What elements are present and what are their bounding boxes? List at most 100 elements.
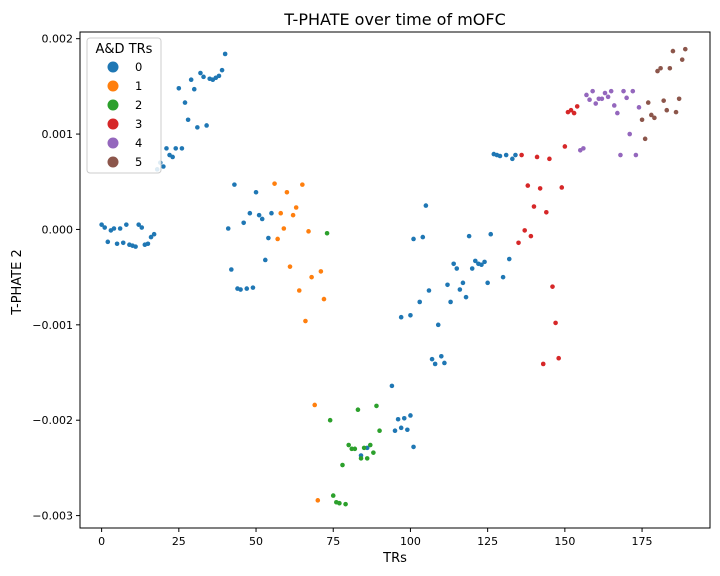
data-point [485,280,490,286]
data-point [627,131,633,137]
data-point [448,299,453,305]
legend-marker [107,99,119,111]
data-point [611,103,617,108]
data-point [649,112,654,118]
data-point [479,262,484,268]
data-point [306,229,311,234]
legend-label: 4 [135,136,142,150]
data-point [503,152,509,158]
data-point [417,299,423,305]
data-point [358,456,364,461]
x-tick-label: 100 [400,535,421,548]
data-point [673,109,679,115]
data-point [355,407,361,413]
chart-title: T-PHATE over time of mOFC [283,10,506,29]
data-point [114,241,120,247]
data-point [340,462,345,468]
data-point [624,95,629,101]
data-point [528,233,534,239]
data-point [615,110,620,116]
legend-box [86,37,162,174]
data-point [445,282,450,288]
data-point [312,402,318,408]
data-point [679,57,685,62]
data-point [500,274,506,280]
data-point [346,442,351,448]
data-point [278,210,284,216]
data-point [667,65,673,71]
data-point [639,117,645,123]
data-point [398,314,404,320]
y-axis-label: T-PHATE 2 [10,249,25,316]
data-point [401,416,407,421]
data-point [284,189,290,195]
data-point [451,261,456,267]
data-point [198,70,203,76]
data-point [466,233,472,239]
data-point [395,416,401,422]
data-point [519,152,524,158]
data-point [553,320,558,326]
data-point [238,287,243,292]
data-point [389,383,395,389]
x-tick-label: 125 [477,535,498,548]
data-point [525,183,531,188]
data-point [182,100,188,105]
data-point [262,257,268,263]
data-point [482,259,487,265]
data-point [225,226,231,231]
data-point [454,266,460,271]
data-point [593,101,599,106]
data-point [170,154,175,160]
data-point [117,226,123,231]
data-point [259,216,265,222]
data-point [432,361,438,367]
data-point [571,110,577,116]
y-tick-label: 0.001 [42,128,74,141]
data-point [618,152,623,158]
data-point [188,77,194,82]
data-point [605,94,611,100]
data-point [272,181,277,186]
data-point [547,156,552,162]
data-point [661,98,666,103]
data-point [581,146,586,151]
data-point [608,88,614,94]
data-point [241,220,246,226]
data-point [423,203,429,208]
data-point [633,152,639,158]
data-point [655,68,660,74]
data-point [411,236,416,242]
data-point [176,85,182,91]
data-point [330,493,336,498]
data-point [550,284,555,289]
data-point [642,136,648,142]
legend-label: 0 [135,60,142,74]
data-point [139,225,145,230]
data-point [364,456,370,461]
data-point [510,156,515,162]
data-point [253,189,259,195]
x-tick-label: 50 [249,535,263,548]
data-point [621,88,626,94]
data-point [463,294,469,300]
legend-label: 3 [135,117,142,131]
data-point [568,107,574,113]
data-point [337,500,342,506]
series-4-group [577,88,642,158]
data-point [343,501,348,507]
data-point [442,360,447,366]
x-tick-label: 150 [554,535,575,548]
legend-label: 2 [135,98,142,112]
data-point [426,288,432,293]
data-point [522,228,528,233]
data-point [300,182,305,187]
data-point [676,96,682,102]
data-point [219,67,225,73]
data-point [173,146,179,151]
data-point [469,266,475,271]
data-point [293,205,299,210]
data-point [275,236,280,242]
